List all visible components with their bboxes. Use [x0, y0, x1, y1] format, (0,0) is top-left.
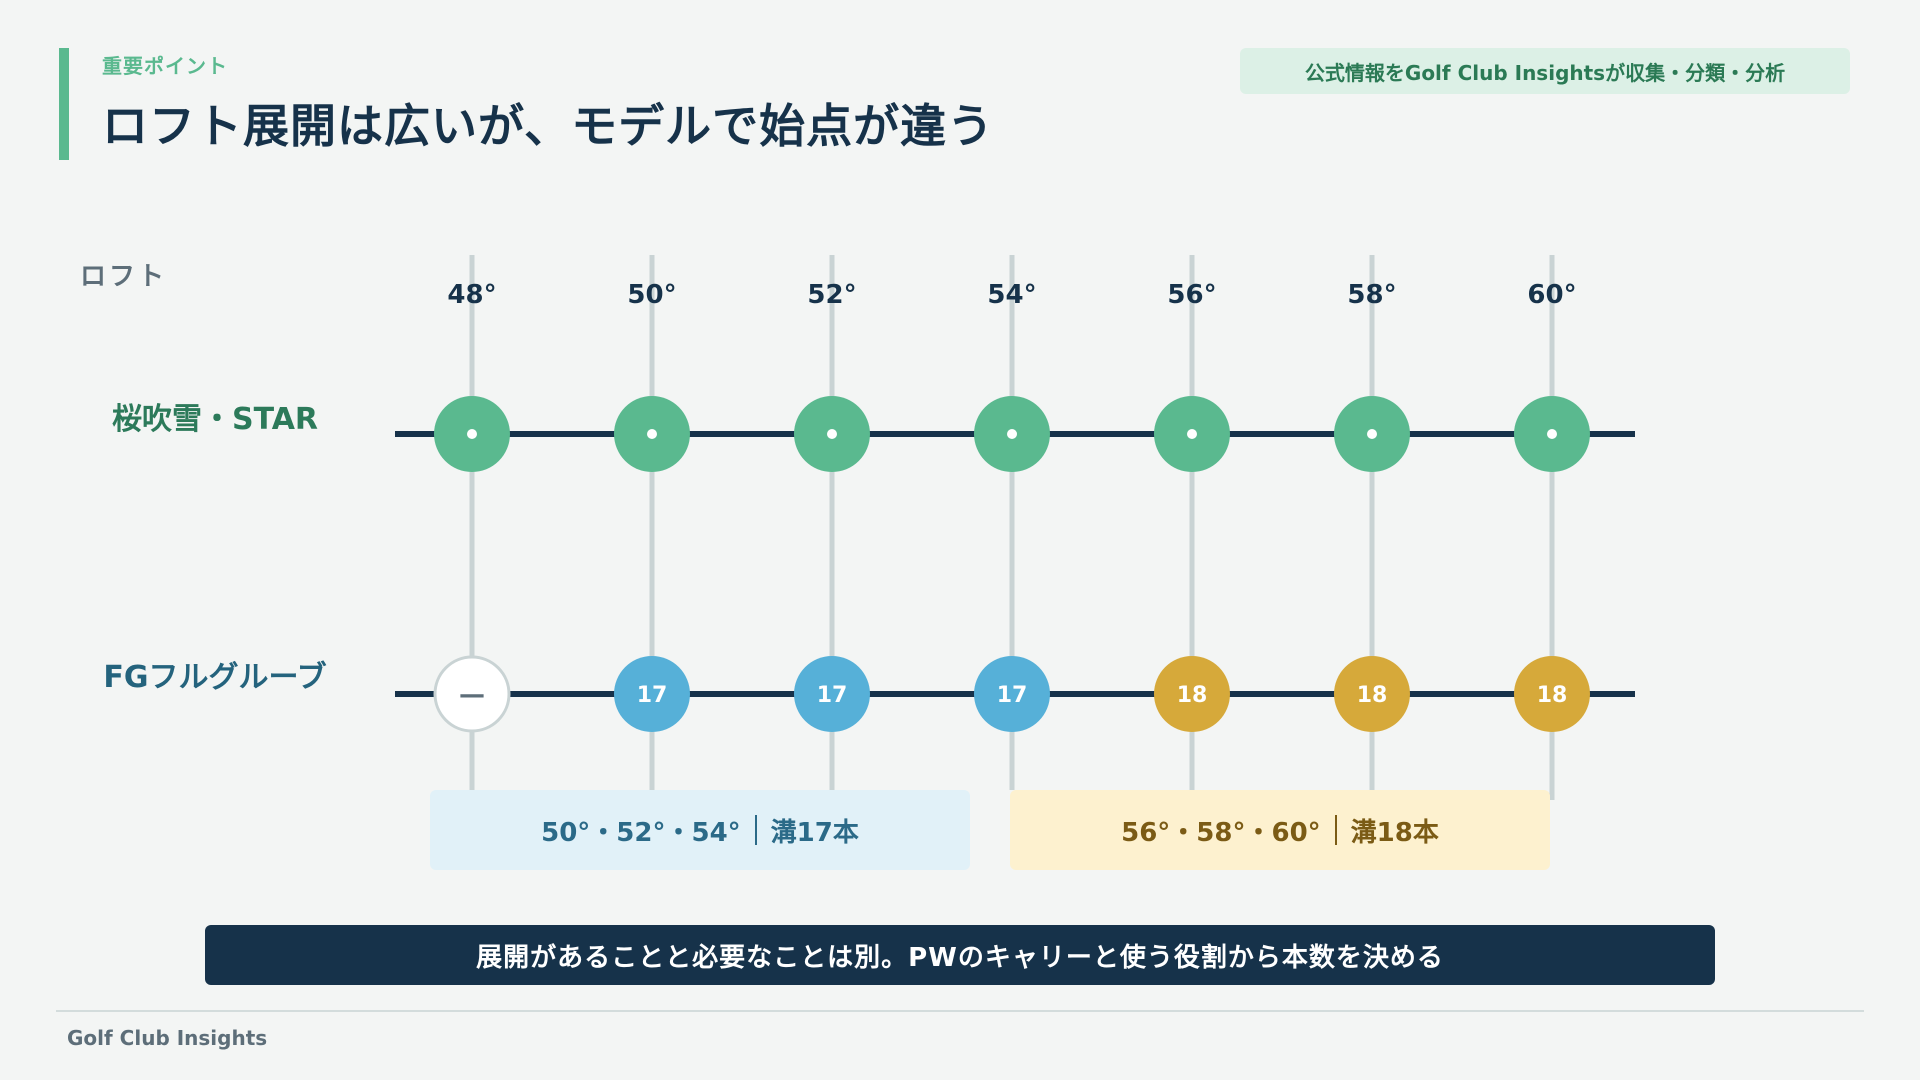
- page-title: ロフト展開は広いが、モデルで始点が違う: [102, 99, 995, 153]
- loft-tick-label: 54°: [987, 280, 1036, 310]
- loft-tick-label: 58°: [1347, 280, 1396, 310]
- marker-label: 18: [1357, 683, 1388, 708]
- group-grooves-blue: 溝17本: [770, 817, 859, 848]
- marker-dot: [647, 429, 657, 439]
- marker-dot: [1187, 429, 1197, 439]
- marker-dot: [1547, 429, 1557, 439]
- marker-label: 17: [997, 683, 1028, 708]
- loft-axis-label: ロフト: [80, 262, 168, 292]
- row-label-star: 桜吹雪・STAR: [111, 402, 319, 437]
- row-label-fullgroove: FGフルグルーブ: [103, 660, 327, 695]
- group-lofts-blue: 50°・52°・54°: [541, 817, 741, 848]
- footer-brand: Golf Club Insights: [67, 1026, 268, 1050]
- loft-tick-label: 56°: [1167, 280, 1216, 310]
- group-grooves-gold: 溝18本: [1350, 817, 1439, 848]
- source-badge: 公式情報をGolf Club Insightsが収集・分類・分析: [1240, 48, 1850, 94]
- group-box-18-grooves: 56°・58°・60° 溝18本: [1010, 790, 1550, 870]
- marker-label: 17: [817, 683, 848, 708]
- loft-tick-label: 60°: [1527, 280, 1576, 310]
- loft-unavailable-marker: [433, 655, 511, 733]
- loft-tick-label: 50°: [627, 280, 676, 310]
- groove-count-marker: [794, 656, 870, 732]
- marker-dot: [1007, 429, 1017, 439]
- groove-count-marker: [1514, 656, 1590, 732]
- marker-dot: [1367, 429, 1377, 439]
- marker-label: 18: [1537, 683, 1568, 708]
- separator: [1334, 815, 1337, 845]
- accent-bar: [59, 48, 69, 160]
- group-lofts-gold: 56°・58°・60°: [1121, 817, 1321, 848]
- groove-count-marker: [1154, 656, 1230, 732]
- marker-dot: [827, 429, 837, 439]
- summary-banner: 展開があることと必要なことは別。PWのキャリーと使う役割から本数を決める: [205, 925, 1715, 985]
- footer-divider: [56, 1010, 1864, 1012]
- marker-dot: [467, 429, 477, 439]
- marker-label: 17: [637, 683, 668, 708]
- marker-label: 18: [1177, 683, 1208, 708]
- separator: [754, 815, 757, 845]
- groove-count-marker: [614, 656, 690, 732]
- group-box-17-grooves: 50°・52°・54° 溝17本: [430, 790, 970, 870]
- groove-count-marker: [1334, 656, 1410, 732]
- kicker-label: 重要ポイント: [102, 54, 228, 78]
- loft-tick-label: 48°: [447, 280, 496, 310]
- groove-count-marker: [974, 656, 1050, 732]
- loft-tick-label: 52°: [807, 280, 856, 310]
- marker-label: —: [459, 680, 485, 710]
